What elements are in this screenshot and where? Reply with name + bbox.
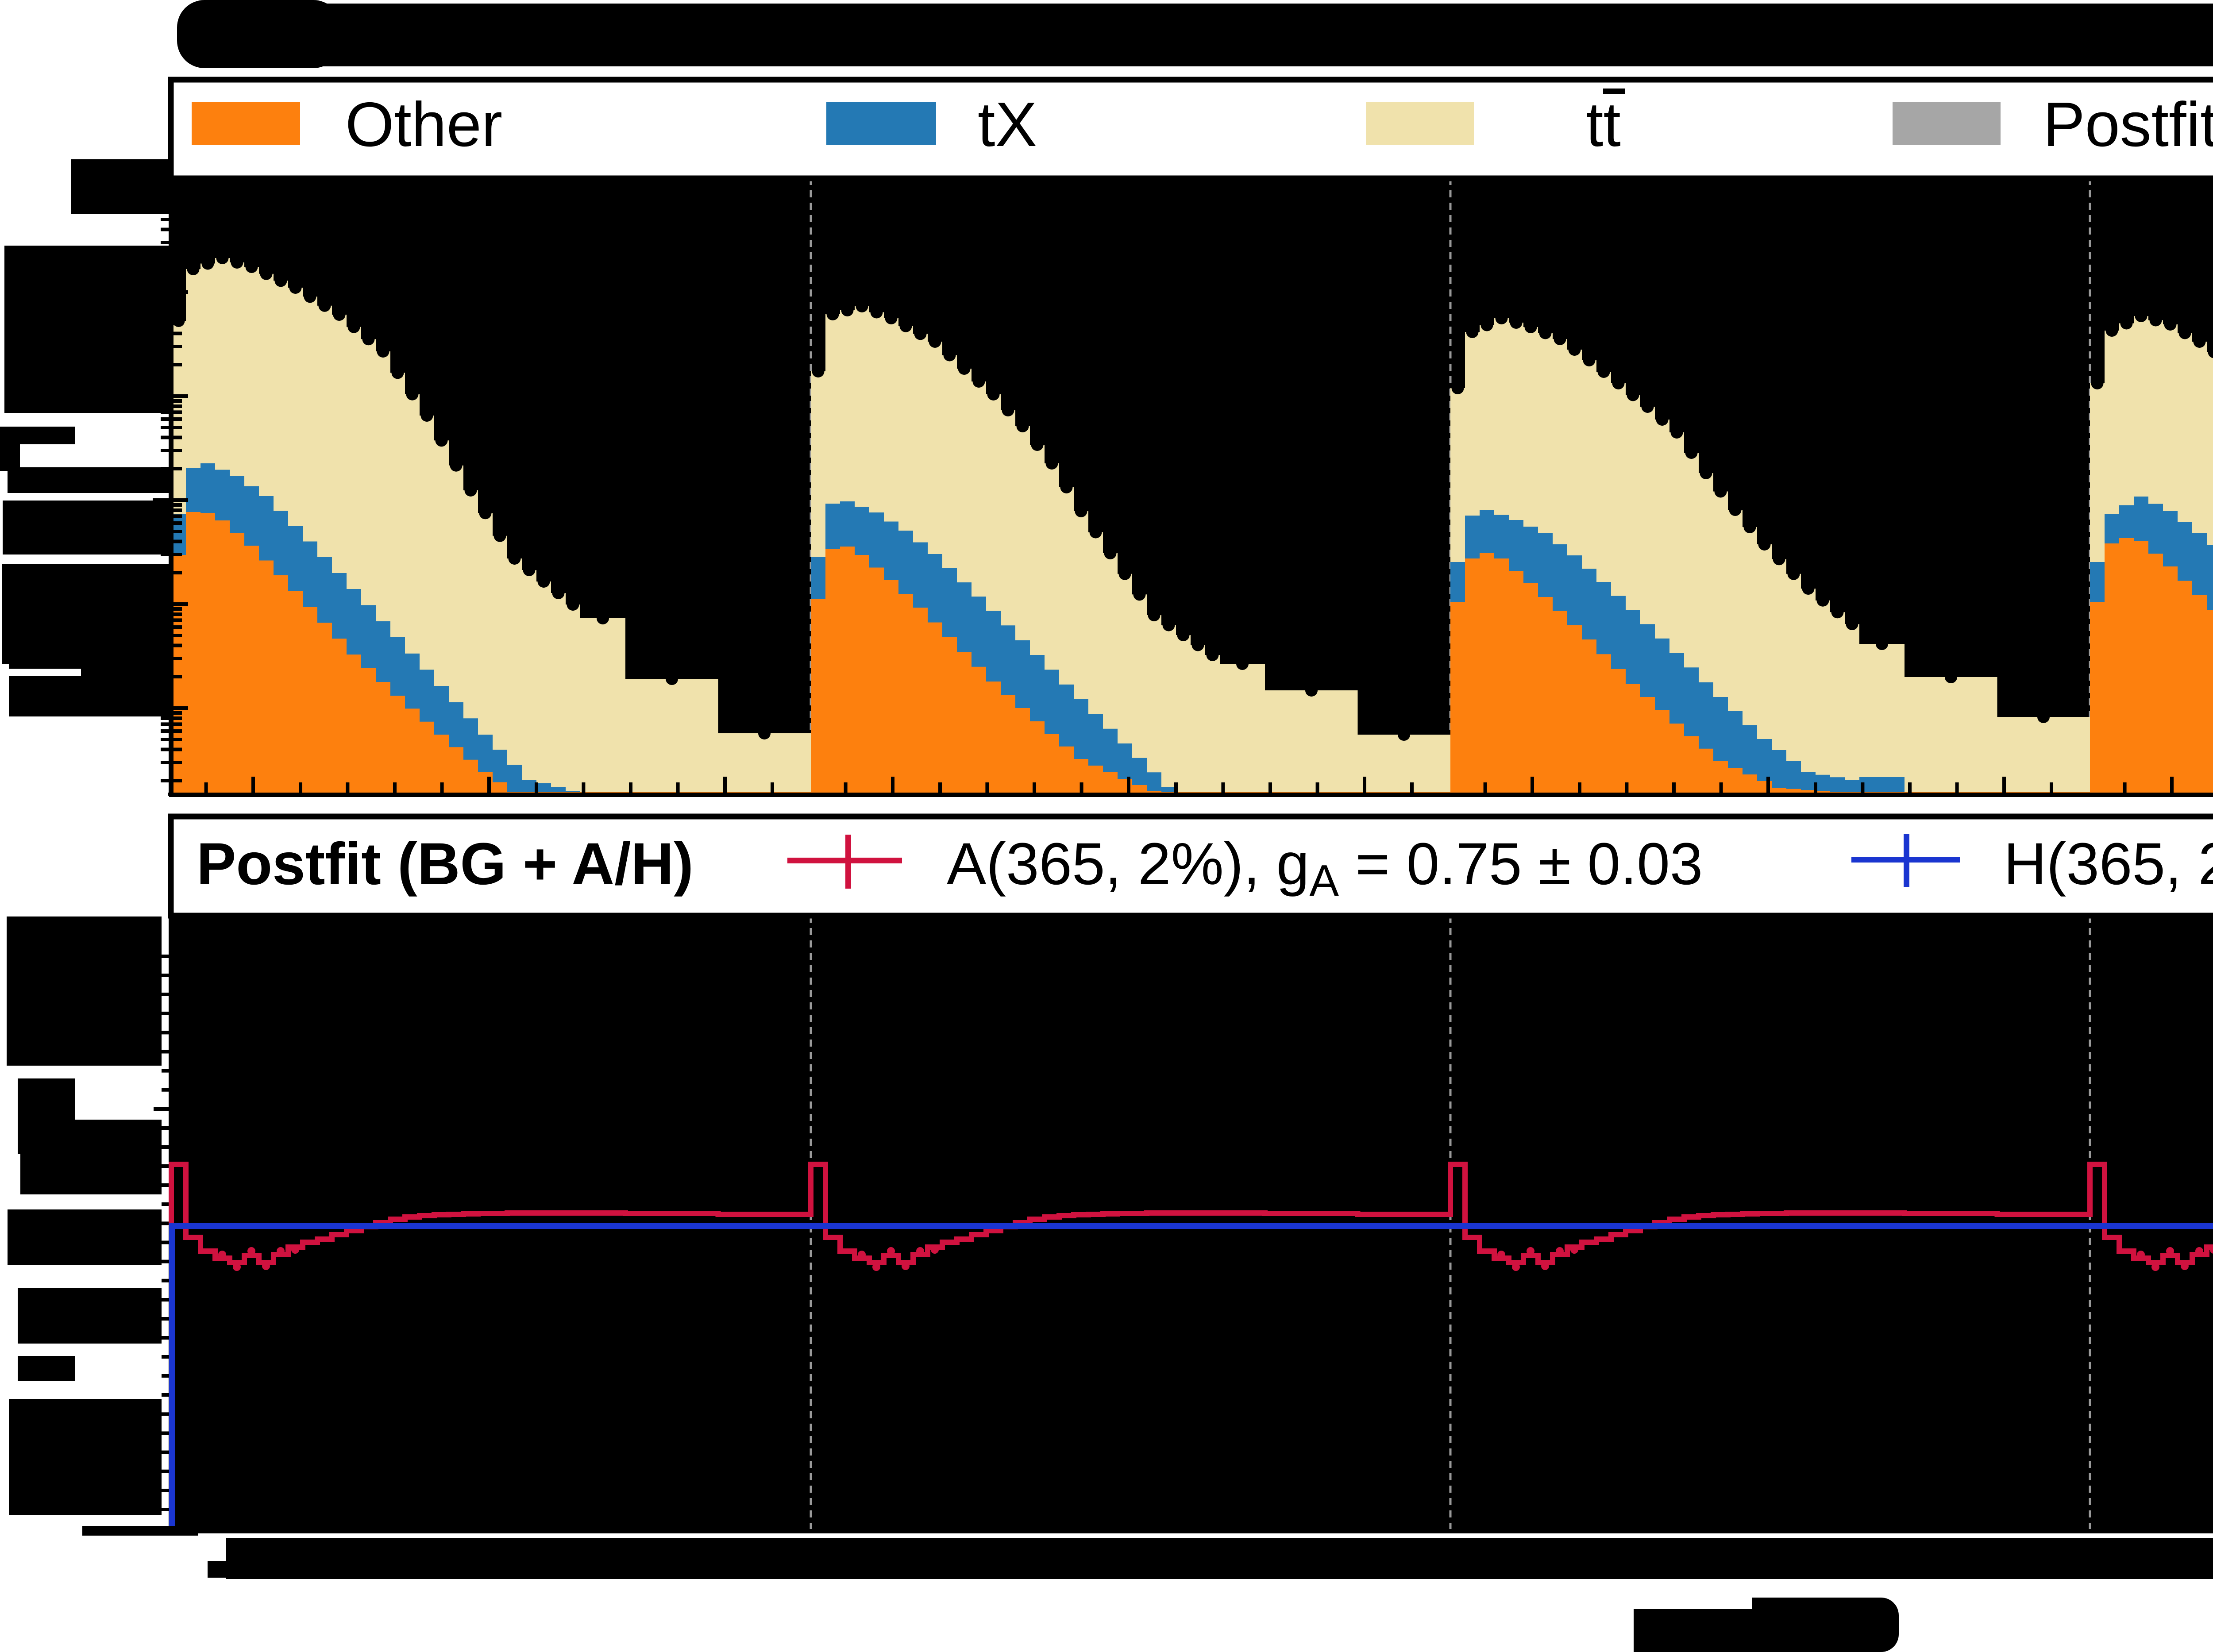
svg-text:tX: tX (978, 89, 1037, 160)
svg-text:Postfit (s + b) uncertainty: Postfit (s + b) uncertainty (2043, 89, 2213, 160)
svg-text:Postfit (BG + A/H): Postfit (BG + A/H) (197, 831, 694, 897)
svg-text:tt: tt (1586, 89, 1621, 160)
svg-text:H(365, 2%), gH = 0.0 ± 0.27: H(365, 2%), gH = 0.0 ± 0.27 (2004, 831, 2213, 905)
svg-text:Other: Other (345, 89, 502, 160)
